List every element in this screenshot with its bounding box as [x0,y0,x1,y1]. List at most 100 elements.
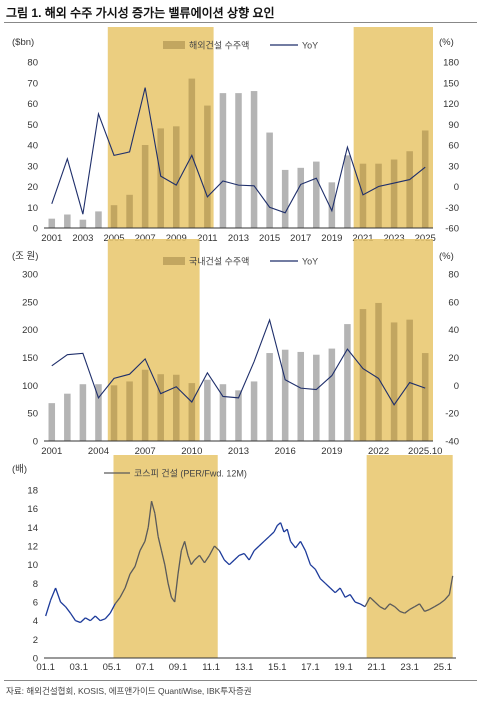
x-tick-label: 2017 [290,233,311,244]
bar [157,374,164,441]
per-line-segment [429,606,435,611]
x-tick-label: 2001 [41,446,62,457]
bar [328,348,336,441]
per-line-segment [104,612,111,620]
per-line-segment [60,601,66,608]
y-left-tick-label: 0 [33,437,38,448]
y-right-tick-label: 60 [448,141,459,152]
per-line-segment [144,527,149,542]
per-line-segment [389,603,396,608]
bar [110,385,118,441]
x-tick-label: 2007 [135,233,156,244]
bar [235,93,242,228]
per-line-segment [134,550,141,567]
bar [344,155,351,228]
per-line-segment [359,603,366,608]
per-line-segment [344,593,351,598]
x-tick-label: 19.1 [334,662,353,673]
per-line-segment [354,601,361,605]
bar [359,309,367,441]
y-left-tick-label: 150 [22,353,38,364]
bar [110,205,118,228]
y-left-tick-label: 200 [22,325,38,336]
y-right-tick-label: -20 [445,409,459,420]
bar [375,302,382,441]
highlight-band [366,455,453,658]
per-line-segment [208,545,215,556]
per-line-segment [64,606,71,614]
x-tick-label: 2023 [384,233,405,244]
y-left-tick-label: 50 [27,120,38,131]
per-line-segment [243,553,250,561]
legend-line-label: 코스피 건설 (PER/Fwd. 12M) [134,469,247,479]
per-line-segment [114,596,121,605]
right-unit-label: (%) [439,37,454,48]
per-line-segment [213,545,220,552]
y-right-tick-label: 0 [454,381,459,392]
bar [188,383,196,441]
bar [297,351,305,441]
per-line-segment [100,618,106,622]
per-line-segment [334,587,341,594]
x-tick-label: 2003 [72,233,93,244]
title-divider [4,22,477,23]
per-line-segment [439,599,445,605]
x-tick-label: 09.1 [169,662,188,673]
x-tick-label: 2019 [321,233,342,244]
x-tick-label: 15.1 [268,662,287,673]
x-tick-label: 2021 [352,233,373,244]
bar [95,384,102,441]
chart-1: 0 10 20 30 40 50 60 70 80 -60 -30 0 30 60 90 120 150 180 2… [12,27,459,244]
per-line-segment [404,608,411,614]
per-line-segment [119,587,126,598]
x-tick-label: 2025 [415,233,436,244]
per-line-segment [239,552,245,556]
bar [64,214,71,228]
bar [48,403,56,441]
per-line-segment [364,597,371,607]
per-line-segment [218,550,225,561]
bar [250,381,258,441]
x-tick-label: 2022 [368,446,389,457]
per-line-segment [399,610,405,614]
x-tick-label: 25.1 [434,662,453,673]
y-tick-label: 10 [27,560,38,571]
per-line-segment [154,513,159,537]
y-left-tick-label: 50 [27,409,38,420]
y-right-tick-label: -60 [445,224,459,235]
per-line-segment [384,603,391,610]
x-tick-label: 13.1 [235,662,254,673]
y-left-tick-label: 10 [27,203,38,214]
per-line-segment [167,583,173,598]
bar [313,354,320,441]
legend-line-label: YoY [302,257,318,267]
legend-bar-label: 국내건설 수주액 [189,256,249,267]
bar [406,151,413,228]
bar [313,161,320,228]
per-line-segment [69,612,76,622]
per-line-segment [54,587,62,603]
bar [48,218,56,228]
per-line-segment [448,575,454,595]
per-line-segment [79,617,86,624]
bar [204,379,211,441]
bar [359,163,367,228]
x-tick-label: 03.1 [69,662,88,673]
per-line-segment [147,501,153,528]
per-line-segment [314,569,321,579]
per-line-segment [283,528,288,533]
legend-bar-label: 해외건설 수주액 [189,40,249,51]
y-left-tick-label: 60 [27,99,38,110]
per-line-segment [150,501,156,514]
bar [95,211,102,228]
per-line-segment [184,541,189,556]
x-tick-label: 2010 [181,446,202,457]
x-tick-label: 21.1 [367,662,386,673]
bar [141,369,149,441]
per-line-segment [294,540,301,549]
bar [219,93,227,228]
chart-2: 0 50 100 150 200 250 300 -40 -20 0 20 40 60 80 2001 200… [12,239,459,457]
bar [172,374,180,441]
bar [421,130,429,228]
per-line-segment [203,554,211,564]
